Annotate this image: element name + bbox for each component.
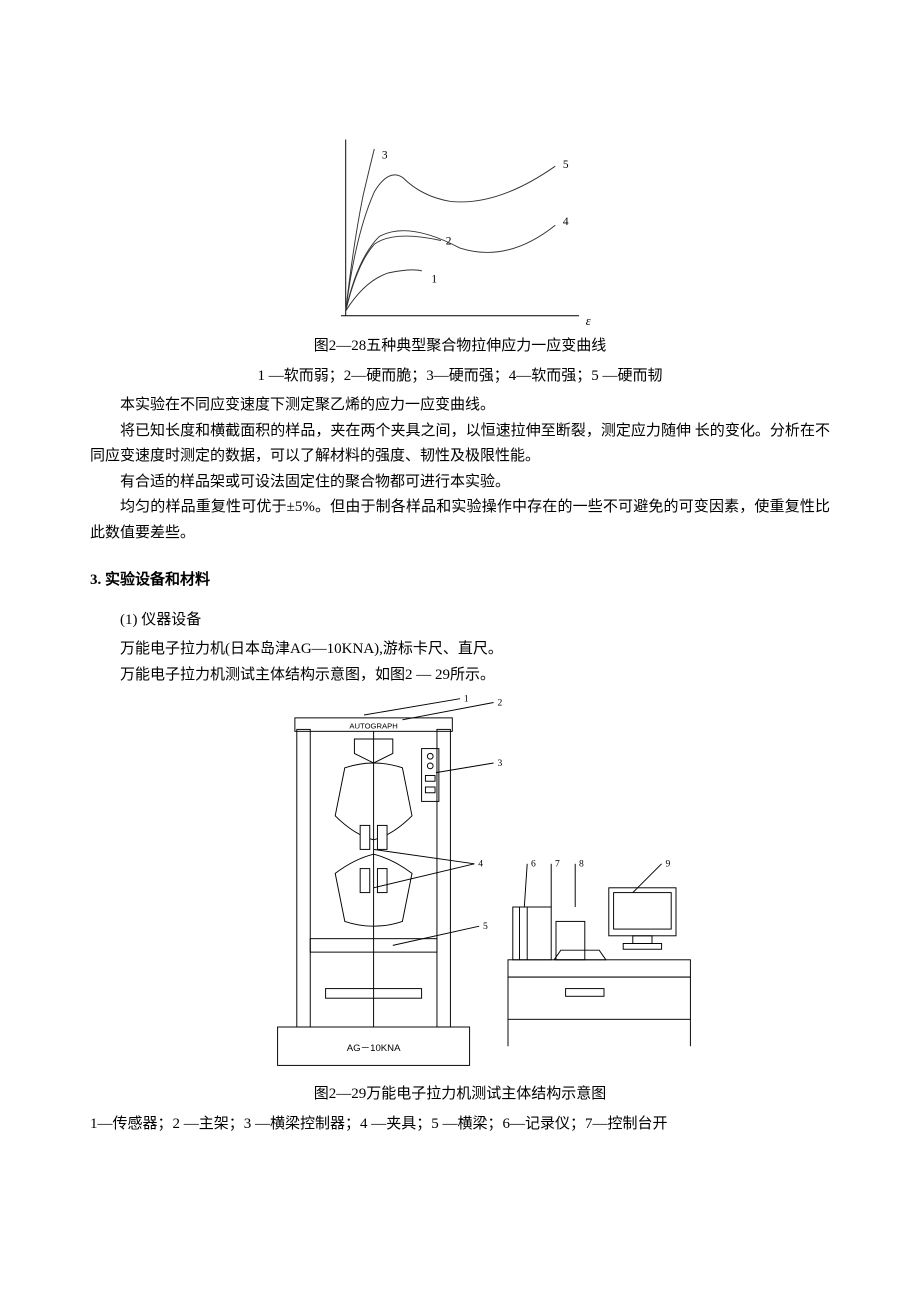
fig2-caption: 图2—29万能电子拉力机测试主体结构示意图 [90, 1082, 830, 1108]
svg-text:1: 1 [464, 694, 469, 705]
svg-text:AG－10KNA: AG－10KNA [347, 1043, 401, 1054]
svg-text:9: 9 [665, 859, 670, 870]
svg-text:ε: ε [586, 314, 591, 328]
paragraph-3: 有合适的样品架或可设法固定住的聚合物都可进行本实验。 [90, 470, 830, 496]
svg-text:AUTOGRAPH: AUTOGRAPH [349, 721, 397, 730]
svg-text:5: 5 [563, 159, 569, 171]
fig2-svg: AG－10KNA AUTOGRAPH 1 2 3 4 5 6 7 8 9 [220, 688, 700, 1078]
svg-text:3: 3 [382, 150, 388, 162]
paragraph-1: 本实验在不同应变速度下测定聚乙烯的应力一应变曲线。 [90, 393, 830, 419]
svg-text:4: 4 [563, 216, 569, 228]
section-3-sub1: (1) 仪器设备 [90, 608, 830, 634]
section-3-line2: 万能电子拉力机测试主体结构示意图，如图2 — 29所示。 [90, 663, 830, 689]
svg-text:1: 1 [431, 273, 437, 285]
paragraph-4: 均匀的样品重复性可优于±5%。但由于制各样品和实验操作中存在的一些不可避免的可变… [90, 495, 830, 546]
fig2-legend: 1—传感器；2 —主架；3 —横梁控制器；4 —夹具；5 —横梁；6—记录仪；7… [90, 1112, 830, 1138]
svg-text:6: 6 [531, 859, 536, 870]
svg-text:7: 7 [555, 859, 560, 870]
section-3-line1: 万能电子拉力机(日本岛津AG—10KNA),游标卡尺、直尺。 [90, 637, 830, 663]
svg-text:3: 3 [497, 758, 502, 769]
fig1-svg: ε12345 [315, 130, 605, 330]
figure-stress-strain-curves: ε12345 [90, 130, 830, 330]
fig1-legend: 1 —软而弱；2—硬而脆；3—硬而强；4—软而强；5 —硬而韧 [90, 364, 830, 390]
svg-text:8: 8 [579, 859, 584, 870]
svg-text:2: 2 [497, 697, 502, 708]
svg-text:5: 5 [483, 921, 488, 932]
svg-text:4: 4 [478, 859, 483, 870]
fig1-caption: 图2—28五种典型聚合物拉伸应力一应变曲线 [90, 334, 830, 360]
section-3-heading: 3. 实验设备和材料 [90, 568, 830, 594]
paragraph-2: 将已知长度和横截面积的样品，夹在两个夹具之间，以恒速拉伸至断裂，测定应力随伸 长… [90, 419, 830, 470]
figure-machine-diagram: AG－10KNA AUTOGRAPH 1 2 3 4 5 6 7 8 9 [90, 688, 830, 1078]
